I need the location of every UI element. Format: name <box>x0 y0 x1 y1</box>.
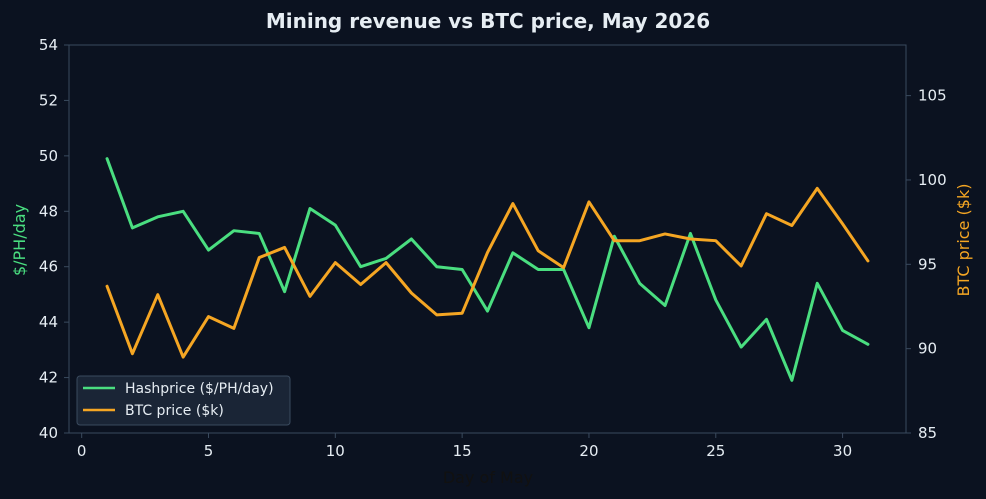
chart-title: Mining revenue vs BTC price, May 2026 <box>266 9 710 33</box>
x-tick-label: 15 <box>453 442 472 460</box>
y-left-tick-label: 46 <box>39 258 58 276</box>
x-axis-label: Day of May <box>443 468 533 487</box>
y-left-tick-label: 42 <box>39 369 58 387</box>
y-right-tick-label: 100 <box>918 171 947 189</box>
legend-box <box>76 375 291 426</box>
y-left-tick-label: 48 <box>39 202 58 220</box>
series-line-hashprice <box>105 157 870 382</box>
x-tick-label: 25 <box>706 442 725 460</box>
y-right-tick-label: 85 <box>918 424 937 442</box>
x-axis: 0 5 10 15 20 25 30 <box>77 433 852 460</box>
y-right-tick-label: 95 <box>918 255 937 273</box>
legend-label-hashprice: Hashprice ($/PH/day) <box>125 381 274 397</box>
plot-area <box>68 44 907 434</box>
y-right-tick-label: 105 <box>918 87 947 105</box>
y-axis-right-label: BTC price ($k) <box>954 184 973 297</box>
y-axis-left-label: $/PH/day <box>10 204 29 276</box>
series-line-btc-price <box>105 186 870 359</box>
y-left-tick-label: 50 <box>39 147 58 165</box>
y-axis-right: 85 90 95 100 105 <box>906 87 947 442</box>
y-left-tick-label: 44 <box>39 313 58 331</box>
y-left-tick-label: 54 <box>39 36 58 54</box>
x-tick-label: 10 <box>326 442 345 460</box>
x-tick-label: 30 <box>833 442 852 460</box>
y-right-tick-label: 90 <box>918 340 937 358</box>
series-lines <box>105 157 870 382</box>
y-axis-left: 40 42 44 46 48 50 52 54 <box>39 36 69 442</box>
legend-label-btc: BTC price ($k) <box>125 403 224 419</box>
legend: Hashprice ($/PH/day) BTC price ($k) <box>76 375 291 426</box>
y-left-tick-label: 52 <box>39 91 58 109</box>
x-tick-label: 0 <box>77 442 87 460</box>
x-tick-label: 20 <box>579 442 598 460</box>
x-tick-label: 5 <box>204 442 214 460</box>
y-left-tick-label: 40 <box>39 424 58 442</box>
